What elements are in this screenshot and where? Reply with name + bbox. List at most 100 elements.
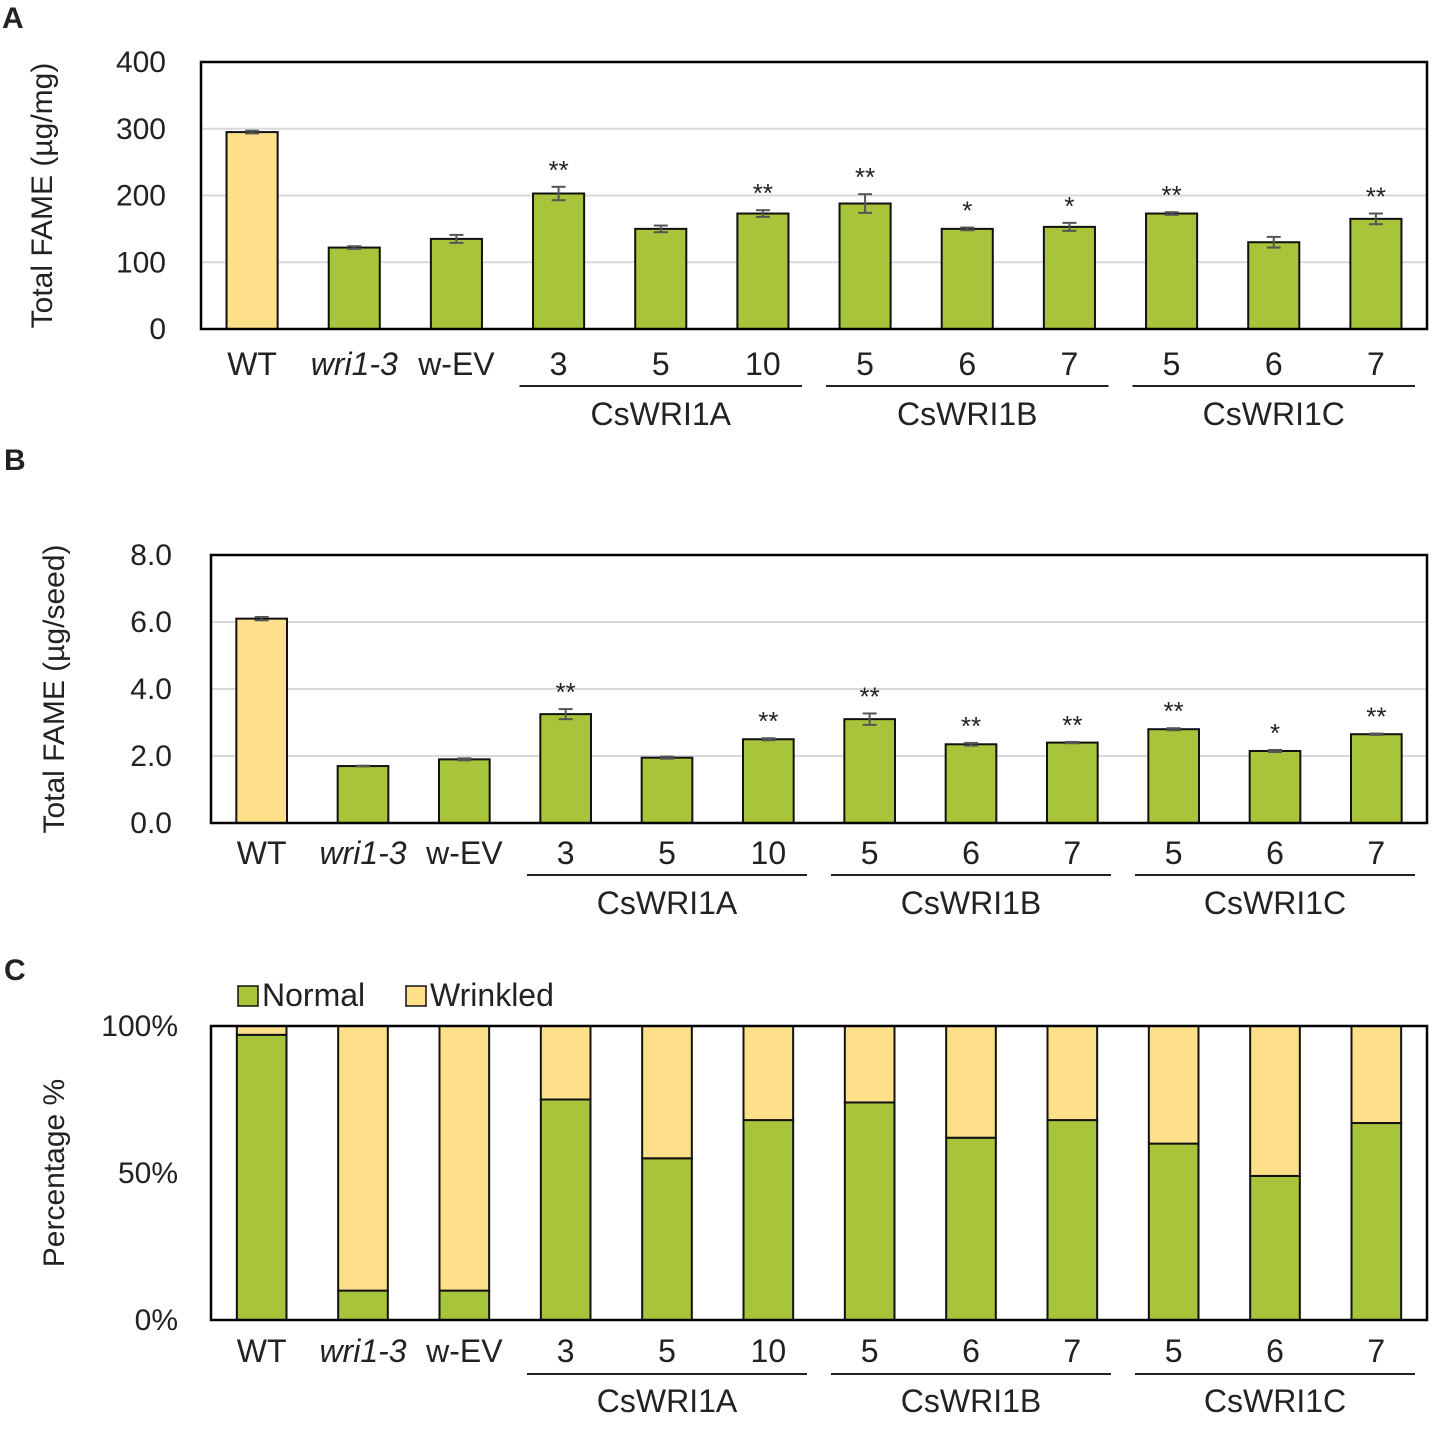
y-axis-title: Total FAME (µg/seed): [38, 544, 71, 833]
bar-segment-wrinkled: [1046, 1025, 1099, 1122]
x-tick-label: 5: [1163, 346, 1181, 382]
bar: [940, 227, 994, 330]
x-tick-label: 6: [958, 346, 976, 382]
x-tick-label: 5: [856, 346, 874, 382]
x-tick-label: 3: [557, 835, 575, 871]
y-axis-title: Percentage %: [38, 1079, 71, 1267]
bar: [1350, 733, 1403, 824]
bar: [532, 192, 586, 330]
x-tick-label: 7: [1367, 1333, 1385, 1369]
bar-segment-wrinkled: [945, 1025, 997, 1139]
bar: [843, 718, 896, 825]
group-label: CsWRI1B: [901, 1383, 1041, 1419]
group-label: CsWRI1C: [1204, 1383, 1346, 1419]
y-tick-label: 100%: [101, 1010, 178, 1043]
significance-label: **: [961, 711, 981, 741]
bar: [336, 765, 390, 824]
bar-segment-normal: [843, 1101, 896, 1321]
bar-segment-normal: [945, 1136, 997, 1321]
significance-label: **: [1062, 710, 1082, 740]
x-tick-label: 3: [550, 346, 568, 382]
group-label: CsWRI1A: [591, 396, 732, 432]
y-tick-label: 0%: [135, 1304, 178, 1337]
y-tick-label: 100: [116, 246, 166, 279]
bar: [1145, 212, 1199, 331]
bar: [327, 246, 381, 330]
y-tick-label: 0: [149, 313, 166, 346]
x-tick-label: w-EV: [425, 1333, 503, 1369]
significance-label: **: [1161, 180, 1181, 210]
y-tick-label: 0.0: [130, 807, 172, 840]
bar-segment-wrinkled: [337, 1025, 389, 1292]
bar-segment-wrinkled: [641, 1025, 693, 1160]
significance-label: *: [1270, 718, 1280, 748]
x-tick-label: 7: [1367, 835, 1385, 871]
x-tick-label: 10: [751, 835, 787, 871]
x-tick-label: WT: [237, 835, 287, 871]
x-tick-label: 5: [658, 835, 676, 871]
x-tick-label: 6: [962, 1333, 980, 1369]
bar: [1247, 241, 1301, 331]
x-tick-label: 7: [1063, 835, 1081, 871]
bar-segment-normal: [1147, 1142, 1200, 1321]
x-tick-label: 5: [652, 346, 670, 382]
group-label: CsWRI1B: [897, 396, 1037, 432]
panel-letter-c: C: [4, 954, 26, 987]
y-axis-title: Total FAME (µg/mg): [26, 63, 59, 329]
bar-segment-wrinkled: [539, 1025, 592, 1101]
significance-label: **: [860, 681, 880, 711]
bar-segment-wrinkled: [1350, 1025, 1403, 1125]
significance-label: **: [548, 155, 568, 185]
bar: [1349, 217, 1403, 330]
y-tick-label: 400: [116, 46, 166, 79]
bar: [235, 617, 288, 825]
plot-frame: [199, 60, 1429, 331]
bar: [736, 212, 790, 331]
significance-label: **: [1366, 182, 1386, 212]
x-tick-label: 5: [861, 835, 879, 871]
x-tick-label: 7: [1367, 346, 1385, 382]
bar: [742, 738, 795, 824]
x-tick-label: 6: [1266, 1333, 1284, 1369]
group-label: CsWRI1B: [901, 885, 1041, 921]
x-tick-label: 5: [1165, 1333, 1183, 1369]
significance-label: *: [962, 196, 972, 226]
plot-frame: [209, 553, 1429, 825]
x-tick-label: wri1-3: [319, 1333, 406, 1369]
x-tick-label: 5: [861, 1333, 879, 1369]
legend-swatch-wrinkled: [405, 985, 427, 1007]
bar-segment-wrinkled: [1249, 1025, 1301, 1177]
bar-segment-wrinkled: [742, 1025, 795, 1122]
legend-swatch-normal: [237, 985, 259, 1007]
bar-segment-normal: [1046, 1119, 1099, 1321]
x-tick-label: 10: [751, 1333, 787, 1369]
x-tick-label: WT: [237, 1333, 287, 1369]
bar-segment-normal: [337, 1289, 389, 1321]
bar-segment-wrinkled: [843, 1025, 896, 1104]
bar: [539, 713, 592, 824]
x-tick-label: wri1-3: [319, 835, 406, 871]
significance-label: **: [1366, 702, 1386, 732]
bar: [1042, 225, 1096, 330]
x-tick-label: 5: [658, 1333, 676, 1369]
x-tick-label: 3: [557, 1333, 575, 1369]
panel-letter-b: B: [4, 444, 26, 477]
y-tick-label: 4.0: [130, 673, 172, 706]
bar-segment-normal: [1350, 1122, 1403, 1322]
bar-segment-normal: [235, 1033, 288, 1321]
bar-segment-wrinkled: [235, 1025, 288, 1036]
bar-segment-normal: [438, 1289, 491, 1321]
y-tick-label: 2.0: [130, 740, 172, 773]
y-tick-label: 50%: [118, 1157, 178, 1190]
bar: [838, 202, 892, 330]
group-label: CsWRI1A: [597, 885, 738, 921]
bar: [1147, 728, 1201, 825]
significance-label: *: [1064, 191, 1074, 221]
x-tick-label: 6: [1265, 346, 1283, 382]
panel-c: C 0% 50% 100% Percentage % Normal Wrinkled WT wr…: [4, 954, 1429, 1419]
significance-label: **: [855, 162, 875, 192]
x-tick-label: w-EV: [425, 835, 503, 871]
bar: [429, 237, 483, 330]
